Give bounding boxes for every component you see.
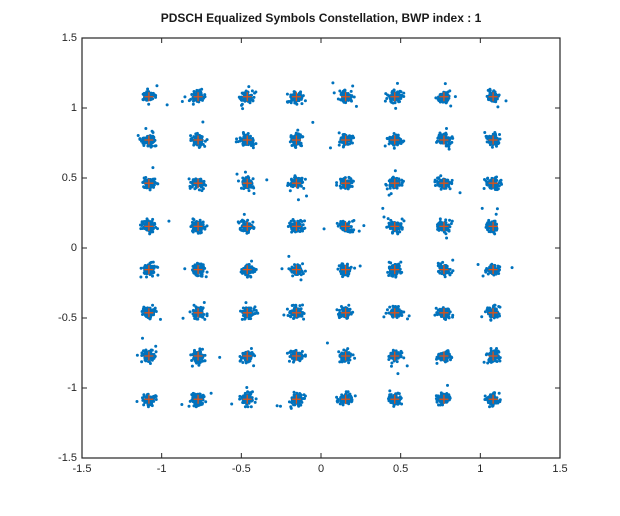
x-tick-label: 0 xyxy=(317,463,325,475)
x-tick-label: 1 xyxy=(477,463,484,475)
x-tick-label: -0.5 xyxy=(231,463,251,475)
chart-title: PDSCH Equalized Symbols Constellation, B… xyxy=(160,11,482,25)
x-tick-label: 1.5 xyxy=(552,463,568,475)
x-tick-label: -1.5 xyxy=(72,463,92,475)
y-tick-label: 1 xyxy=(70,102,77,114)
y-tick-label: 0 xyxy=(70,242,77,254)
y-tick-label: -1 xyxy=(67,382,77,394)
y-tick-label: 1.5 xyxy=(61,32,77,44)
x-tick-label: 0.5 xyxy=(393,463,409,475)
y-tick-label: -0.5 xyxy=(58,312,77,324)
x-tick-label: -1 xyxy=(156,463,167,475)
y-tick-label: -1.5 xyxy=(58,452,77,464)
y-tick-label: 0.5 xyxy=(61,172,77,184)
